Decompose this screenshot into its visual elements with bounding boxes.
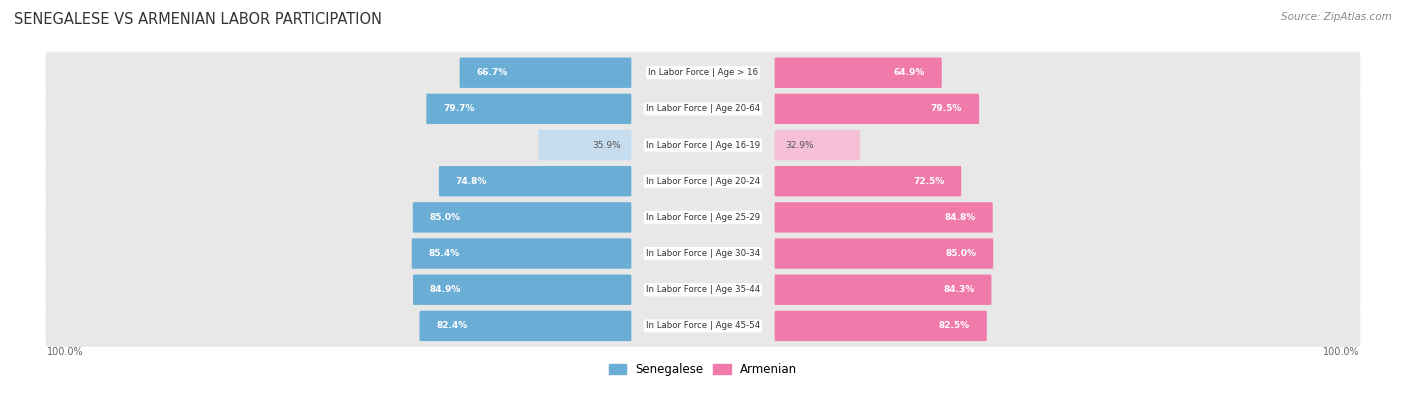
FancyBboxPatch shape <box>45 124 1361 166</box>
FancyBboxPatch shape <box>775 275 991 305</box>
Text: 72.5%: 72.5% <box>912 177 945 186</box>
Text: 85.0%: 85.0% <box>945 249 976 258</box>
FancyBboxPatch shape <box>775 311 987 341</box>
FancyBboxPatch shape <box>538 130 631 160</box>
Text: In Labor Force | Age 20-24: In Labor Force | Age 20-24 <box>645 177 761 186</box>
FancyBboxPatch shape <box>439 166 631 196</box>
Text: 100.0%: 100.0% <box>1323 347 1360 357</box>
Text: 100.0%: 100.0% <box>46 347 83 357</box>
FancyBboxPatch shape <box>412 238 631 269</box>
FancyBboxPatch shape <box>775 166 962 196</box>
FancyBboxPatch shape <box>45 52 1361 94</box>
Text: In Labor Force | Age 20-64: In Labor Force | Age 20-64 <box>645 104 761 113</box>
Text: SENEGALESE VS ARMENIAN LABOR PARTICIPATION: SENEGALESE VS ARMENIAN LABOR PARTICIPATI… <box>14 12 382 27</box>
Text: 35.9%: 35.9% <box>592 141 621 150</box>
Text: 85.4%: 85.4% <box>429 249 460 258</box>
Text: 82.5%: 82.5% <box>939 322 970 330</box>
FancyBboxPatch shape <box>775 202 993 233</box>
Text: 66.7%: 66.7% <box>477 68 508 77</box>
Text: 79.7%: 79.7% <box>443 104 475 113</box>
FancyBboxPatch shape <box>775 130 860 160</box>
Text: In Labor Force | Age 45-54: In Labor Force | Age 45-54 <box>645 322 761 330</box>
Legend: Senegalese, Armenian: Senegalese, Armenian <box>603 358 803 381</box>
Text: 79.5%: 79.5% <box>931 104 962 113</box>
FancyBboxPatch shape <box>460 58 631 88</box>
Text: 82.4%: 82.4% <box>436 322 468 330</box>
FancyBboxPatch shape <box>775 238 993 269</box>
Text: In Labor Force | Age > 16: In Labor Force | Age > 16 <box>648 68 758 77</box>
FancyBboxPatch shape <box>419 311 631 341</box>
Text: 84.9%: 84.9% <box>430 285 461 294</box>
FancyBboxPatch shape <box>413 275 631 305</box>
FancyBboxPatch shape <box>45 269 1361 311</box>
FancyBboxPatch shape <box>45 196 1361 238</box>
FancyBboxPatch shape <box>45 160 1361 202</box>
Text: In Labor Force | Age 16-19: In Labor Force | Age 16-19 <box>645 141 761 150</box>
Text: In Labor Force | Age 30-34: In Labor Force | Age 30-34 <box>645 249 761 258</box>
Text: 85.0%: 85.0% <box>430 213 461 222</box>
Text: In Labor Force | Age 25-29: In Labor Force | Age 25-29 <box>645 213 761 222</box>
Text: In Labor Force | Age 35-44: In Labor Force | Age 35-44 <box>645 285 761 294</box>
Text: 84.3%: 84.3% <box>943 285 974 294</box>
Text: Source: ZipAtlas.com: Source: ZipAtlas.com <box>1281 12 1392 22</box>
Text: 84.8%: 84.8% <box>945 213 976 222</box>
Text: 74.8%: 74.8% <box>456 177 488 186</box>
FancyBboxPatch shape <box>775 58 942 88</box>
Text: 32.9%: 32.9% <box>785 141 814 150</box>
FancyBboxPatch shape <box>426 94 631 124</box>
FancyBboxPatch shape <box>45 233 1361 275</box>
FancyBboxPatch shape <box>45 305 1361 347</box>
FancyBboxPatch shape <box>413 202 631 233</box>
FancyBboxPatch shape <box>45 88 1361 130</box>
Text: 64.9%: 64.9% <box>893 68 925 77</box>
FancyBboxPatch shape <box>775 94 979 124</box>
